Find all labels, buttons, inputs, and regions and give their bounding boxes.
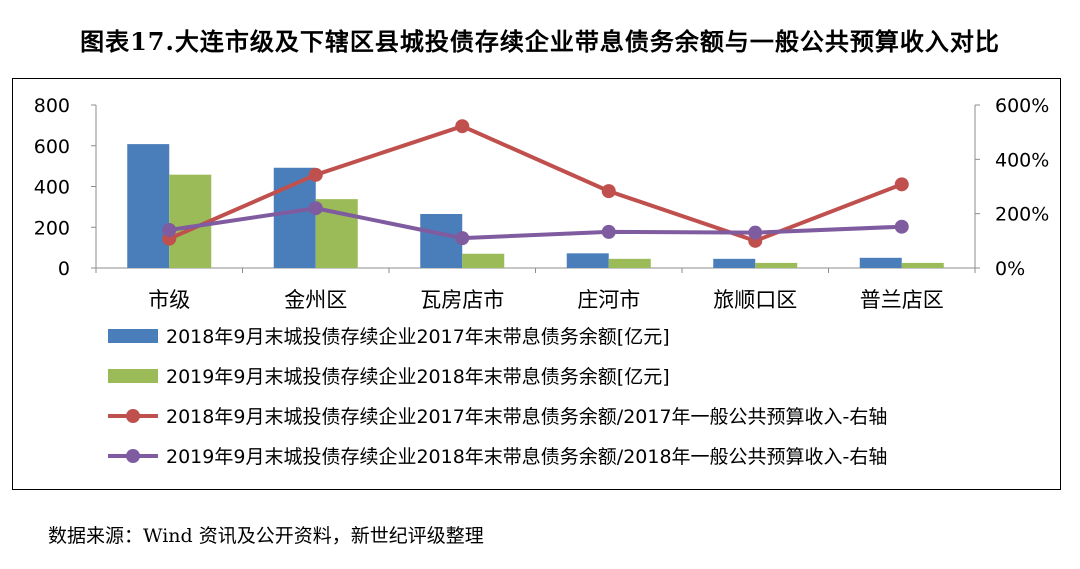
line-point-1 (455, 119, 470, 134)
y-left-tick-label: 400 (34, 177, 70, 199)
y-right-tick-label: 200% (995, 204, 1049, 226)
line-point-2 (162, 222, 177, 237)
y-left-tick-label: 600 (34, 136, 70, 158)
line-point-1 (308, 167, 323, 182)
line-point-1 (601, 184, 616, 199)
x-tick-label: 普兰店区 (860, 288, 944, 312)
x-tick-label: 旅顺口区 (713, 288, 797, 312)
x-tick-label: 庄河市 (577, 288, 640, 312)
chart-title: 图表17.大连市级及下辖区县城投债存续企业带息债务余额与一般公共预算收入对比 (80, 27, 1000, 56)
bar-2 (608, 258, 651, 268)
line-point-1 (894, 177, 909, 192)
y-left-tick-label: 800 (34, 95, 70, 117)
x-tick-label: 金州区 (284, 288, 347, 312)
line-point-2 (308, 201, 323, 216)
line-point-2 (601, 224, 616, 239)
bar-1 (859, 257, 902, 268)
source-note: 数据来源：Wind 资讯及公开资料，新世纪评级整理 (48, 525, 484, 547)
legend-label: 2019年9月末城投债存续企业2018年末带息债务余额/2018年一般公共预算收… (166, 446, 887, 468)
x-tick-label: 市级 (148, 288, 190, 312)
y-right-tick-label: 600% (995, 95, 1049, 117)
legend-swatch-marker (126, 409, 140, 423)
chart-frame (12, 78, 1061, 490)
y-left-tick-label: 0 (58, 258, 70, 280)
bar-1 (420, 214, 463, 268)
legend-swatch-bar (108, 329, 158, 343)
bar-2 (901, 262, 944, 268)
legend-label: 2018年9月末城投债存续企业2017年末带息债务余额/2017年一般公共预算收… (166, 406, 887, 428)
y-right-tick-label: 400% (995, 149, 1049, 171)
y-left-tick-label: 200 (34, 217, 70, 239)
line-point-2 (894, 219, 909, 234)
line-series-2 (168, 206, 902, 241)
bar-1 (127, 144, 170, 268)
legend-label: 2019年9月末城投债存续企业2018年末带息债务余额[亿元] (166, 366, 670, 388)
y-right-tick-label: 0% (995, 258, 1025, 280)
x-tick-label: 瓦房店市 (420, 288, 504, 312)
legend-swatch-bar (108, 369, 158, 383)
bar-2 (755, 262, 798, 268)
bar-1 (713, 258, 756, 268)
bar-1 (566, 253, 609, 268)
legend-swatch-marker (126, 449, 140, 463)
line-point-2 (455, 231, 470, 246)
line-point-2 (748, 225, 763, 240)
bar-2 (462, 253, 505, 268)
legend-label: 2018年9月末城投债存续企业2017年末带息债务余额[亿元] (166, 326, 670, 348)
